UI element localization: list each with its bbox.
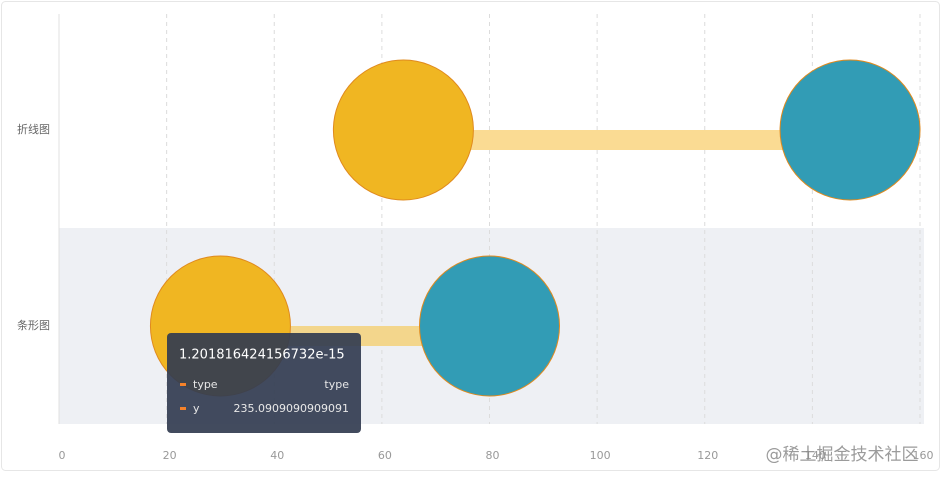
tooltip-key: type bbox=[193, 378, 218, 391]
tooltip-marker bbox=[180, 407, 186, 410]
x-tick-label: 0 bbox=[59, 449, 66, 462]
tooltip: 1.201816424156732e-15 type type y 235.09… bbox=[167, 333, 361, 433]
tooltip-title: 1.201816424156732e-15 bbox=[179, 348, 345, 363]
x-tick-label: 80 bbox=[486, 449, 500, 462]
tooltip-box bbox=[167, 333, 361, 433]
x-tick-label: 140 bbox=[805, 449, 826, 462]
tooltip-value: type bbox=[324, 378, 349, 391]
x-tick-label: 60 bbox=[378, 449, 392, 462]
y-tick-label: 折线图 bbox=[17, 122, 50, 136]
tooltip-marker bbox=[180, 383, 186, 386]
dot bbox=[419, 255, 560, 397]
tooltip-value: 235.0909090909091 bbox=[234, 402, 349, 415]
watermark: @稀土掘金技术社区 bbox=[766, 445, 919, 465]
x-tick-label: 20 bbox=[163, 449, 177, 462]
x-tick-label: 40 bbox=[270, 449, 284, 462]
x-tick-label: 160 bbox=[913, 449, 934, 462]
dot bbox=[779, 59, 921, 201]
dot bbox=[332, 59, 474, 201]
connector bbox=[403, 130, 851, 150]
x-tick-label: 100 bbox=[590, 449, 611, 462]
tooltip-key: y bbox=[193, 402, 200, 415]
x-tick-label: 120 bbox=[697, 449, 718, 462]
y-tick-label: 条形图 bbox=[17, 318, 50, 332]
